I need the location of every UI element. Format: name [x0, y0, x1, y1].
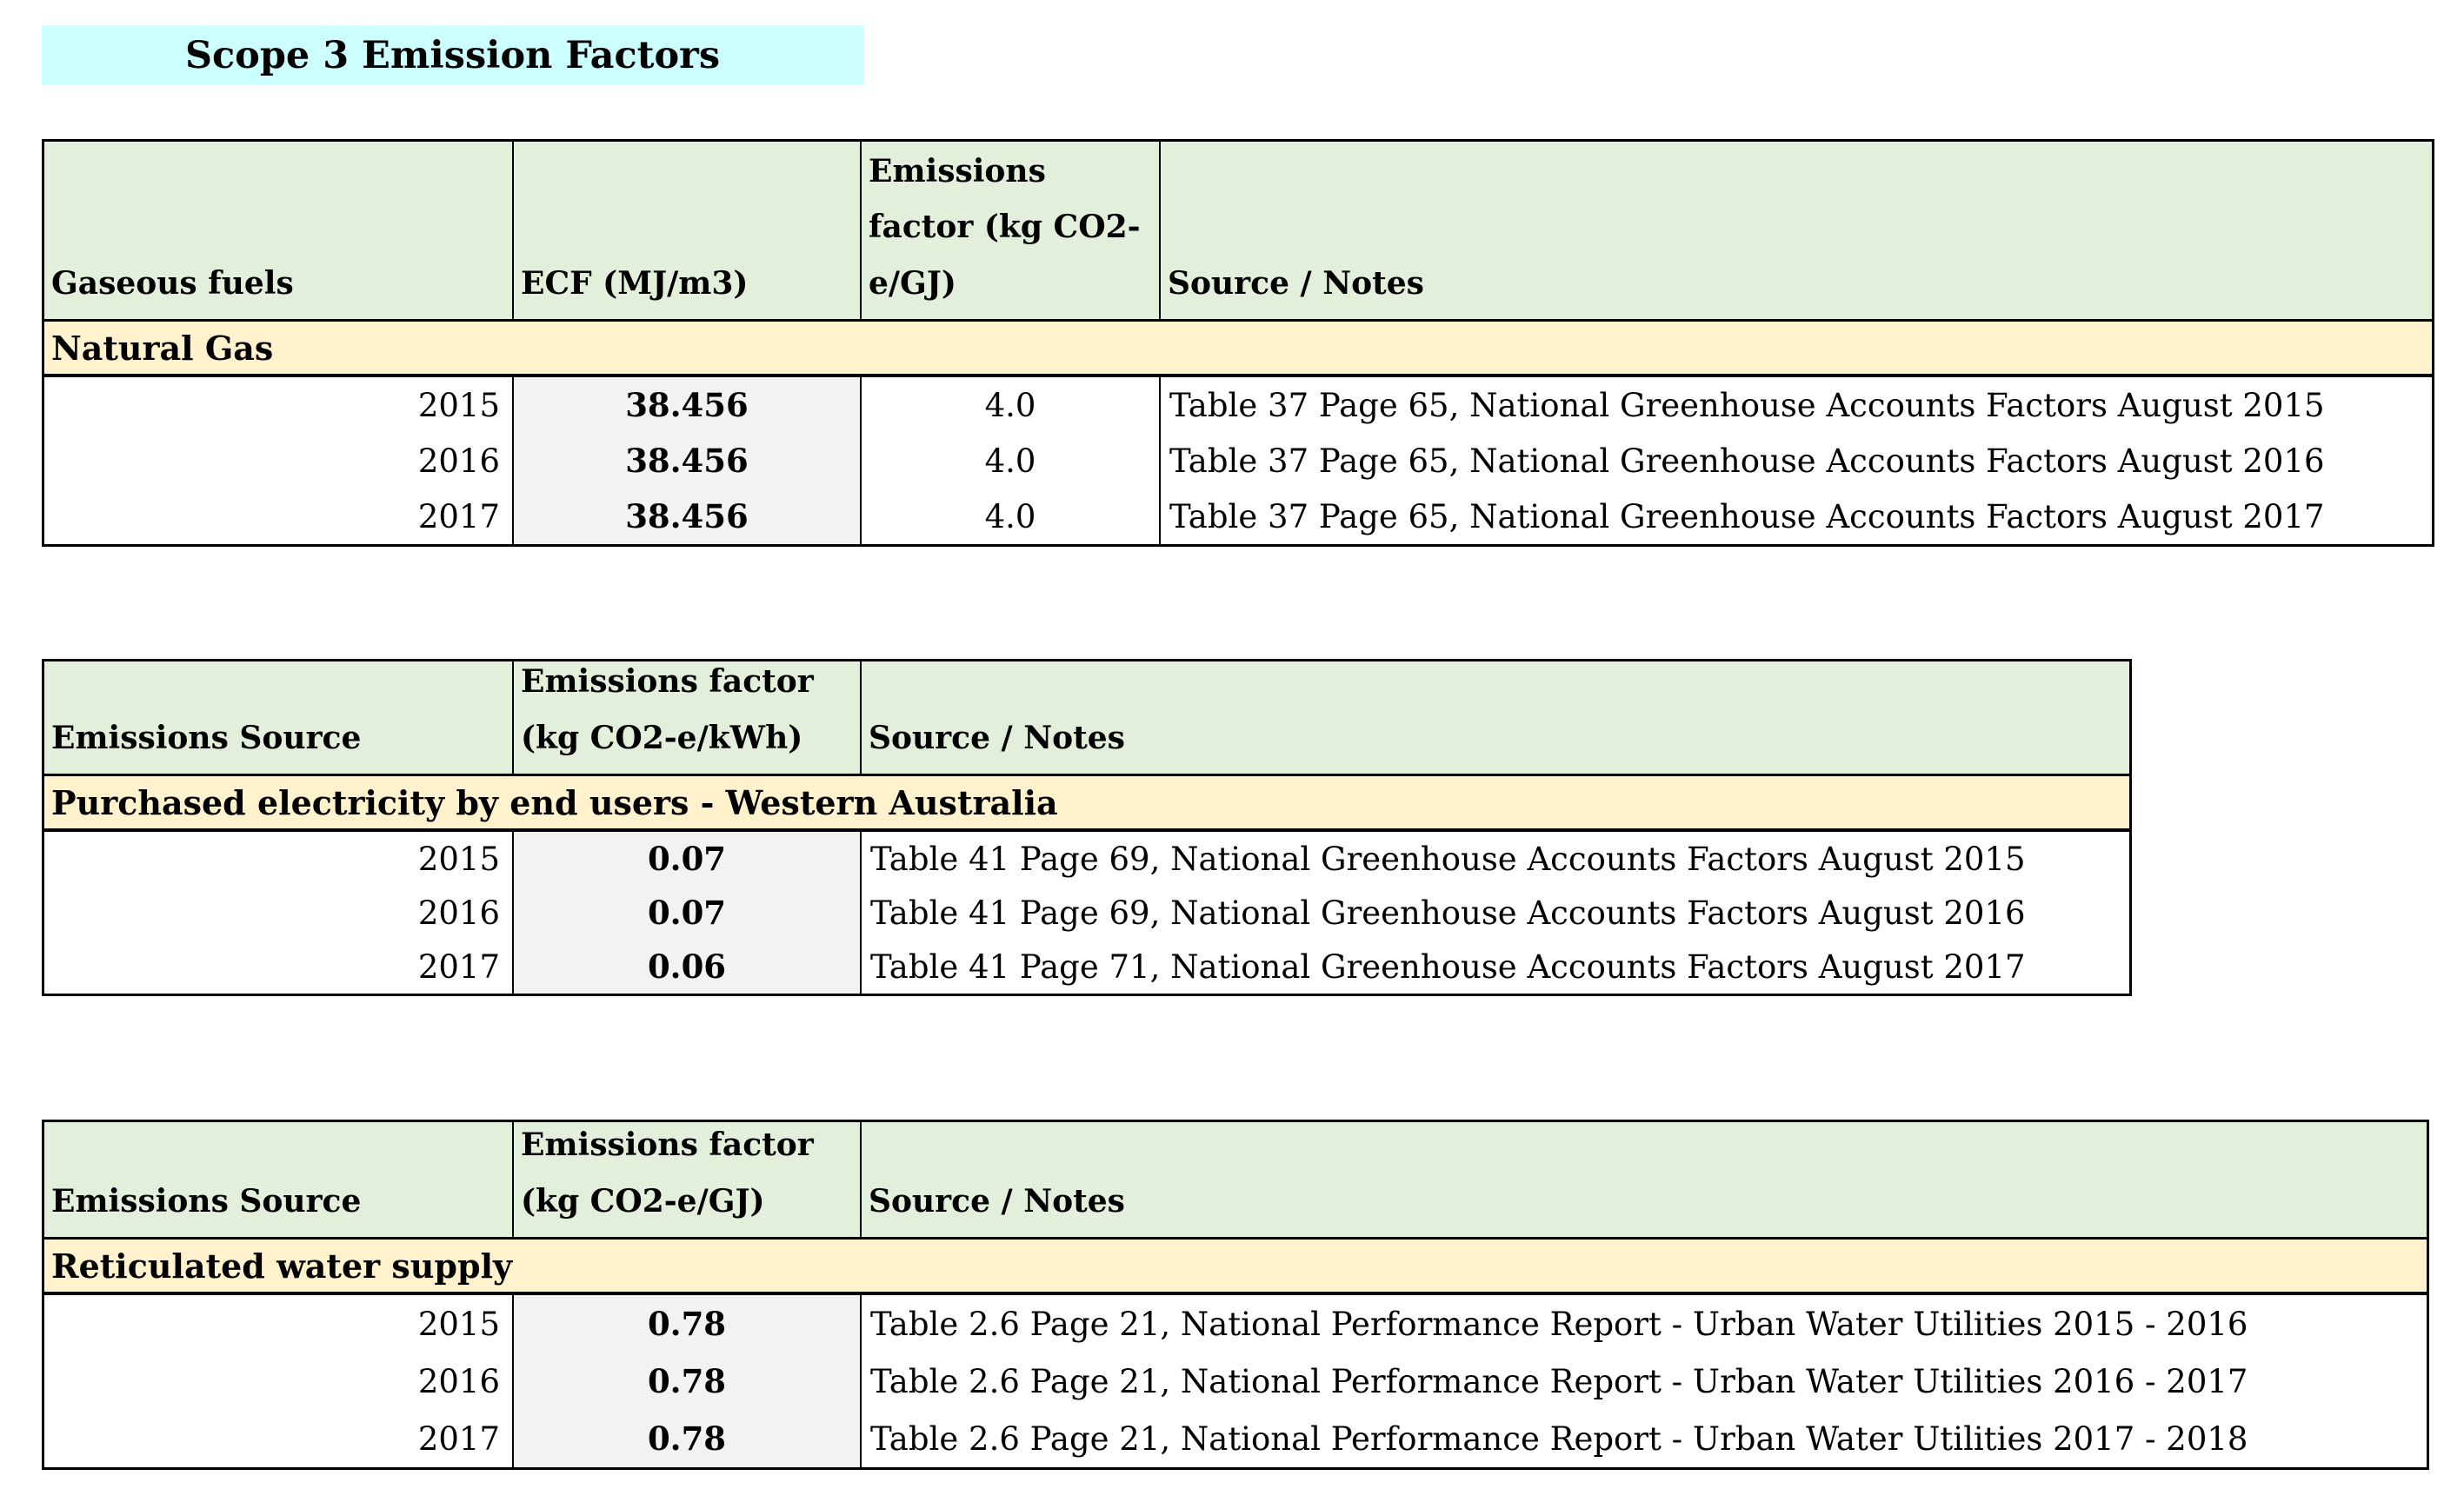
emissions-factor-cell: 0.06	[514, 940, 862, 994]
column-header-emissions-source: Emissions Source	[44, 661, 514, 774]
source-cell: Table 41 Page 69, National Greenhouse Ac…	[870, 840, 2026, 878]
year-cell: 2015	[44, 377, 514, 433]
table-row: 2017 38.456 4.0 Table 37 Page 65, Nation…	[44, 489, 2432, 544]
emissions-factor-cell: 0.78	[514, 1353, 862, 1410]
source-cell: Table 2.6 Page 21, National Performance …	[870, 1305, 2248, 1343]
table-purchased-electricity: Emissions Source Emissions factor (kg CO…	[42, 659, 2132, 996]
emissions-factor-cell: 0.78	[514, 1295, 862, 1353]
year-cell: 2017	[44, 489, 514, 544]
section-subheader-natural-gas: Natural Gas	[44, 322, 2432, 377]
column-header-emissions-factor: Emissions factor (kg CO2-e/kWh)	[514, 661, 862, 774]
page-title: Scope 3 Emission Factors	[42, 25, 863, 85]
column-header-source-notes: Source / Notes	[1161, 142, 2432, 319]
table-header-row: Emissions Source Emissions factor (kg CO…	[44, 1122, 2427, 1240]
table-row: 2015 0.78 Table 2.6 Page 21, National Pe…	[44, 1295, 2427, 1353]
emissions-factor-cell: 0.78	[514, 1410, 862, 1467]
table-row: 2015 38.456 4.0 Table 37 Page 65, Nation…	[44, 377, 2432, 433]
table-row: 2016 0.07 Table 41 Page 69, National Gre…	[44, 886, 2129, 940]
table-reticulated-water: Emissions Source Emissions factor (kg CO…	[42, 1120, 2429, 1470]
year-cell: 2016	[44, 1353, 514, 1410]
source-cell: Table 41 Page 69, National Greenhouse Ac…	[870, 894, 2026, 932]
emissions-factor-cell: 4.0	[862, 433, 1161, 489]
source-cell: Table 37 Page 65, National Greenhouse Ac…	[1169, 386, 2325, 424]
ecf-value-cell: 38.456	[514, 433, 862, 489]
source-cell: Table 41 Page 71, National Greenhouse Ac…	[870, 947, 2026, 986]
table-gaseous-fuels: Gaseous fuels ECF (MJ/m3) Emissions fact…	[42, 139, 2434, 547]
emissions-factor-cell: 4.0	[862, 489, 1161, 544]
column-header-emissions-factor: Emissions factor (kg CO2- e/GJ)	[862, 142, 1161, 319]
table-row: 2016 0.78 Table 2.6 Page 21, National Pe…	[44, 1353, 2427, 1410]
year-cell: 2015	[44, 832, 514, 886]
source-cell: Table 2.6 Page 21, National Performance …	[870, 1419, 2248, 1458]
table-row: 2017 0.06 Table 41 Page 71, National Gre…	[44, 940, 2129, 994]
column-header-emissions-source: Emissions Source	[44, 1122, 514, 1237]
source-cell: Table 37 Page 65, National Greenhouse Ac…	[1169, 497, 2325, 535]
section-subheader-purchased-electricity: Purchased electricity by end users - Wes…	[44, 776, 2129, 832]
year-cell: 2015	[44, 1295, 514, 1353]
table-row: 2016 38.456 4.0 Table 37 Page 65, Nation…	[44, 433, 2432, 489]
year-cell: 2016	[44, 433, 514, 489]
source-cell: Table 37 Page 65, National Greenhouse Ac…	[1169, 442, 2325, 480]
table-header-row: Emissions Source Emissions factor (kg CO…	[44, 661, 2129, 776]
emissions-factor-cell: 4.0	[862, 377, 1161, 433]
column-header-source-notes: Source / Notes	[862, 661, 2129, 774]
table-row: 2017 0.78 Table 2.6 Page 21, National Pe…	[44, 1410, 2427, 1467]
year-cell: 2017	[44, 1410, 514, 1467]
table-row: 2015 0.07 Table 41 Page 69, National Gre…	[44, 832, 2129, 886]
year-cell: 2017	[44, 940, 514, 994]
section-subheader-reticulated-water: Reticulated water supply	[44, 1240, 2427, 1295]
column-header-source-notes: Source / Notes	[862, 1122, 2427, 1237]
year-cell: 2016	[44, 886, 514, 940]
source-cell: Table 2.6 Page 21, National Performance …	[870, 1362, 2248, 1400]
emissions-factor-cell: 0.07	[514, 886, 862, 940]
column-header-emissions-factor: Emissions factor (kg CO2-e/GJ)	[514, 1122, 862, 1237]
emissions-factor-cell: 0.07	[514, 832, 862, 886]
ecf-value-cell: 38.456	[514, 489, 862, 544]
ecf-value-cell: 38.456	[514, 377, 862, 433]
column-header-gaseous-fuels: Gaseous fuels	[44, 142, 514, 319]
table-header-row: Gaseous fuels ECF (MJ/m3) Emissions fact…	[44, 142, 2432, 322]
column-header-ecf: ECF (MJ/m3)	[514, 142, 862, 319]
